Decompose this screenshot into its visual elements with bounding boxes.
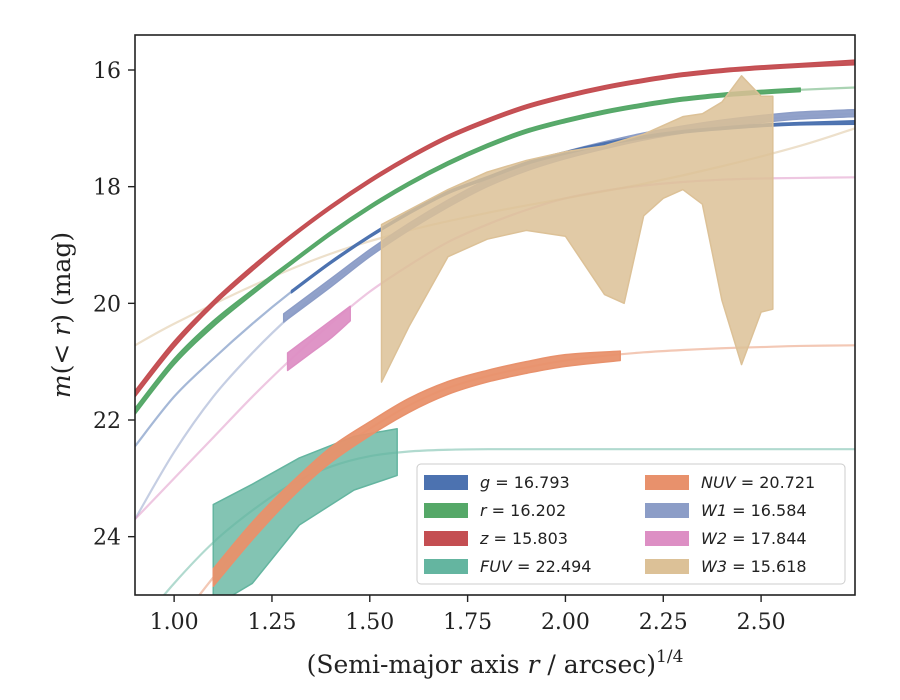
y-tick-label: 18 <box>93 176 121 201</box>
legend-value: = 16.793 <box>490 473 570 492</box>
legend-swatch <box>645 503 689 518</box>
series-w2-band <box>286 305 351 372</box>
y-tick-label: 16 <box>93 59 121 84</box>
legend-entry-nuv: NUV = 20.721 <box>645 473 815 492</box>
series-nuv-band <box>212 350 621 587</box>
x-tick-label: 1.50 <box>345 610 394 635</box>
x-tick-label: 1.25 <box>247 610 296 635</box>
legend-label: FUV = 22.494 <box>480 557 591 576</box>
legend-label: g = 16.793 <box>480 473 570 492</box>
legend-var: NUV <box>701 473 737 492</box>
series-fuv-band <box>212 428 398 595</box>
x-tick-label: 2.00 <box>541 610 590 635</box>
legend-label: W3 = 15.618 <box>701 557 807 576</box>
y-axis-label: m(< r) (mag) <box>47 232 76 398</box>
series-layer <box>135 59 855 595</box>
series-z-band <box>135 59 855 398</box>
legend-swatch <box>645 531 689 546</box>
legend-box <box>416 463 846 585</box>
legend-var: FUV <box>480 557 513 576</box>
legend-var: W3 <box>701 557 727 576</box>
legend-entry-g: g = 16.793 <box>424 473 570 492</box>
legend-var: z <box>479 529 489 548</box>
y-tick-label: 20 <box>93 292 121 317</box>
x-axis-label: (Semi-major axis r / arcsec)1/4 <box>307 647 684 679</box>
x-tick-label: 2.50 <box>737 610 786 635</box>
legend-label: z = 15.803 <box>479 529 568 548</box>
legend-entry-fuv: FUV = 22.494 <box>424 557 591 576</box>
legend-value: = 16.202 <box>487 501 567 520</box>
legend-swatch <box>424 503 468 518</box>
x-tick-label: 2.25 <box>639 610 688 635</box>
legend-entry-z: z = 15.803 <box>424 529 568 548</box>
legend-entry-w2: W2 = 17.844 <box>645 529 807 548</box>
legend-var: r <box>480 501 488 520</box>
legend-entry-w3: W3 = 15.618 <box>645 557 807 576</box>
legend-var: W1 <box>701 501 727 520</box>
y-tick-label: 24 <box>93 526 121 551</box>
plot-frame <box>134 34 856 596</box>
legend-var: W2 <box>701 529 727 548</box>
series-w3-band <box>380 75 774 383</box>
legend-label: W2 = 17.844 <box>701 529 807 548</box>
legend-value: = 22.494 <box>512 557 592 576</box>
legend-entry-r: r = 16.202 <box>424 501 566 520</box>
legend-swatch <box>424 531 468 546</box>
legend-label: W1 = 16.584 <box>701 501 807 520</box>
legend-value: = 20.721 <box>736 473 816 492</box>
x-tick-label: 1.00 <box>150 610 199 635</box>
y-tick-label: 22 <box>93 409 121 434</box>
legend-swatch <box>424 475 468 490</box>
series-r-band <box>135 87 801 415</box>
legend-swatch <box>645 475 689 490</box>
legend-swatch <box>424 559 468 574</box>
legend-value: = 15.618 <box>727 557 807 576</box>
legend-value: = 15.803 <box>488 529 568 548</box>
legend-var: g <box>480 473 490 492</box>
legend-value: = 16.584 <box>727 501 807 520</box>
legend-label: NUV = 20.721 <box>701 473 815 492</box>
legend-value: = 17.844 <box>727 529 807 548</box>
legend-label: r = 16.202 <box>480 501 566 520</box>
x-tick-label: 1.75 <box>443 610 492 635</box>
legend-swatch <box>645 559 689 574</box>
legend-entry-w1: W1 = 16.584 <box>645 501 807 520</box>
y-axis: 16 18 20 22 24 <box>93 59 135 551</box>
x-axis: 1.00 1.25 1.50 1.75 2.00 2.25 2.50 <box>150 595 786 635</box>
